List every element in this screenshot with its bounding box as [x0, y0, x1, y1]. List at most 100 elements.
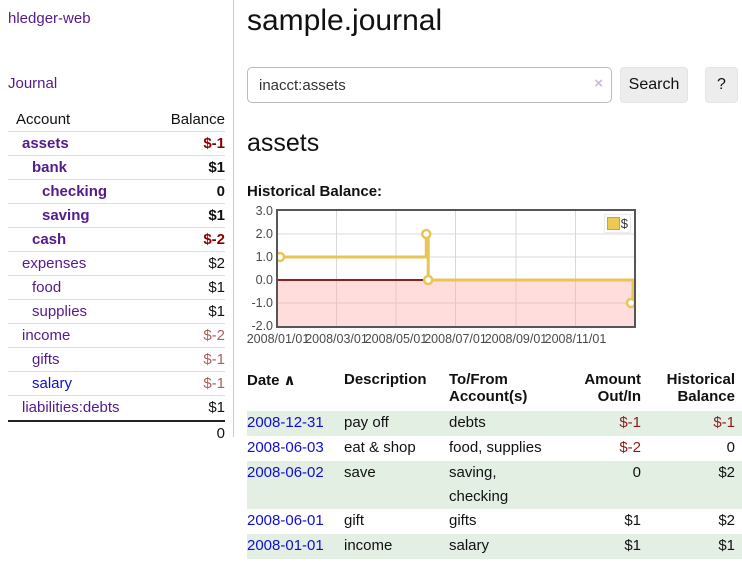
transaction-amount: $-1 — [619, 414, 641, 431]
y-axis-tick-label: -2.0 — [251, 319, 273, 333]
account-row: liabilities:debts $1 — [8, 396, 225, 420]
transaction-description: pay off — [344, 414, 389, 431]
transaction-date-link[interactable]: 2008-06-02 — [247, 464, 324, 481]
transaction-date-link[interactable]: 2008-06-01 — [247, 512, 324, 529]
transaction-amount: $1 — [624, 537, 641, 554]
transaction-accounts: food, supplies — [449, 439, 542, 456]
sidebar: hledger-web Journal Account Balance asse… — [0, 0, 234, 442]
account-balance: $-2 — [203, 231, 225, 248]
y-axis-tick-label: 1.0 — [255, 250, 273, 264]
x-axis-tick-label: 2008/03/01 — [305, 332, 368, 346]
account-balance: 0 — [216, 183, 225, 200]
account-link[interactable]: income — [22, 327, 71, 344]
transaction-accounts: saving, checking — [449, 464, 509, 505]
x-axis-tick-label: 2008/01/01 — [246, 332, 310, 346]
y-axis-tick-label: 2.0 — [255, 227, 273, 241]
account-row: assets $-1 — [8, 132, 225, 156]
x-axis-tick-label: 2008/11/01 — [544, 332, 607, 346]
transaction-balance: $2 — [718, 512, 735, 529]
account-row: supplies $1 — [8, 300, 225, 324]
transaction-amount: $1 — [624, 512, 641, 529]
legend-swatch-icon — [606, 217, 620, 230]
transaction-description: save — [344, 464, 376, 481]
account-balance: $-1 — [203, 135, 225, 152]
transaction-accounts: salary — [449, 537, 490, 554]
app-title-link[interactable]: hledger-web — [8, 10, 91, 27]
account-row: gifts $-1 — [8, 348, 225, 372]
account-link[interactable]: cash — [32, 231, 67, 248]
nav-journal-link[interactable]: Journal — [8, 75, 58, 92]
register-table: Date ∧ Description To/From Account(s) Amo… — [247, 371, 742, 559]
transaction-description: eat & shop — [344, 439, 416, 456]
account-link[interactable]: liabilities:debts — [22, 399, 120, 416]
search-input[interactable] — [247, 67, 612, 103]
sort-ascending-icon: ∧ — [283, 372, 296, 389]
transaction-amount: 0 — [632, 464, 641, 481]
accounts-total: 0 — [8, 420, 225, 445]
transaction-date-link[interactable]: 2008-01-01 — [247, 537, 324, 554]
account-link[interactable]: checking — [42, 183, 108, 200]
account-balance: $1 — [208, 279, 225, 296]
register-row: 2008-01-01 income salary $1 $1 — [247, 534, 742, 559]
y-axis-tick-label: 0.0 — [255, 273, 273, 287]
account-link[interactable]: expenses — [22, 255, 87, 272]
account-balance: $1 — [208, 159, 225, 176]
register-row: 2008-06-01 gift gifts $1 $2 — [247, 509, 742, 534]
transaction-date-link[interactable]: 2008-06-03 — [247, 439, 324, 456]
accounts-table-header: Account Balance — [8, 108, 225, 132]
x-axis-tick-label: 2008/05/01 — [364, 332, 428, 346]
transaction-description: income — [344, 537, 393, 554]
register-header-description: Description — [344, 371, 427, 388]
account-heading: assets — [247, 129, 320, 157]
main-content: sample.journal × Search ? assets Histori… — [247, 0, 742, 559]
account-row: saving $1 — [8, 204, 225, 228]
chart-title: Historical Balance: — [247, 183, 383, 200]
account-balance: $-1 — [203, 375, 225, 392]
register-header-date[interactable]: Date ∧ — [247, 372, 296, 389]
register-rows: 2008-12-31 pay off debts $-1 $-1 2008-06-03 ea… — [247, 411, 742, 559]
account-row: checking 0 — [8, 180, 225, 204]
y-axis-tick-label: -1.0 — [251, 296, 273, 310]
account-balance: $2 — [208, 255, 225, 272]
register-header-amount: Amount Out/In — [584, 371, 641, 405]
chart-plot-area: $ — [274, 209, 637, 328]
transaction-accounts: debts — [449, 414, 486, 431]
balance-column-header: Balance — [170, 111, 225, 128]
register-header-accounts: To/From Account(s) — [449, 371, 528, 405]
account-link[interactable]: bank — [32, 159, 68, 176]
historical-balance-chart: 3.0 2.0 1.0 0.0 -1.0 -2.0 $ 2008/01/01 2008/03… — [247, 204, 742, 349]
transaction-balance: 0 — [726, 439, 735, 456]
transaction-date-link[interactable]: 2008-12-31 — [247, 414, 324, 431]
account-balance: $-1 — [203, 351, 225, 368]
register-row: 2008-06-02 save saving, checking 0 $2 — [247, 461, 742, 509]
transaction-balance: $2 — [718, 464, 735, 481]
accounts-table: Account Balance assets $-1 bank $1 checking 0… — [8, 108, 225, 445]
account-link[interactable]: saving — [42, 207, 90, 224]
account-row: salary $-1 — [8, 372, 225, 396]
transaction-description: gift — [344, 512, 365, 529]
x-axis-tick-label: 2008/07/01 — [424, 332, 487, 346]
chart-legend: $ — [603, 214, 631, 233]
transaction-accounts: gifts — [449, 512, 477, 529]
account-link[interactable]: supplies — [32, 303, 88, 320]
accounts-rows: assets $-1 bank $1 checking 0 saving $1 cash $-2 e… — [8, 132, 225, 420]
register-row: 2008-12-31 pay off debts $-1 $-1 — [247, 411, 742, 436]
account-link[interactable]: salary — [32, 375, 73, 392]
transaction-balance: $-1 — [713, 414, 735, 431]
search-form: × Search ? — [247, 67, 742, 103]
account-link[interactable]: food — [32, 279, 62, 296]
account-link[interactable]: gifts — [32, 351, 60, 368]
register-row: 2008-06-03 eat & shop food, supplies $-2 0 — [247, 436, 742, 461]
account-row: income $-2 — [8, 324, 225, 348]
help-button[interactable]: ? — [705, 67, 738, 103]
account-row: cash $-2 — [8, 228, 225, 252]
register-header: Date ∧ Description To/From Account(s) Amo… — [247, 371, 742, 411]
account-link[interactable]: assets — [22, 135, 69, 152]
clear-search-icon[interactable]: × — [594, 75, 603, 92]
account-balance: $-2 — [203, 327, 225, 344]
account-balance: $1 — [208, 399, 225, 416]
account-balance: $1 — [208, 303, 225, 320]
page-title: sample.journal — [247, 4, 443, 37]
search-button[interactable]: Search — [620, 67, 688, 103]
account-row: bank $1 — [8, 156, 225, 180]
